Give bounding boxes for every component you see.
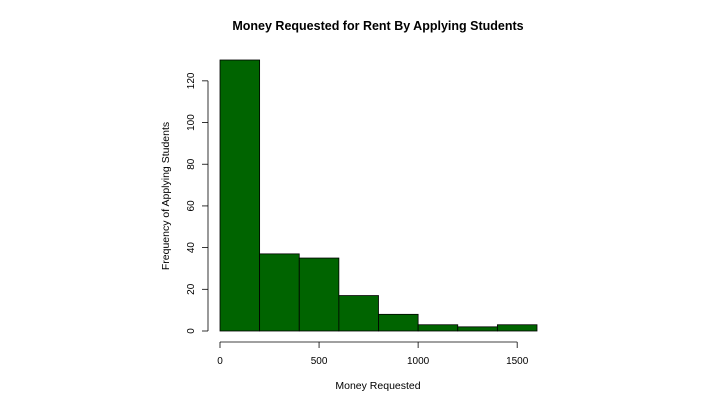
y-axis-label: Frequency of Applying Students [160, 122, 172, 270]
y-tick-label: 40 [186, 242, 197, 254]
histogram-bar [457, 326, 498, 332]
histogram-bar [219, 59, 261, 332]
y-tick-label: 20 [186, 283, 197, 295]
histogram-bar [298, 257, 340, 332]
y-tick-label: 100 [186, 114, 197, 131]
x-axis-label: Money Requested [335, 380, 420, 392]
histogram-bar [338, 295, 379, 332]
y-tick-label: 60 [186, 200, 197, 212]
y-ticks: 0 20 40 60 80 100 120 [186, 72, 208, 334]
x-ticks: 0 500 1000 1500 [217, 342, 529, 367]
x-tick-label: 500 [311, 356, 328, 367]
x-tick-label: 1500 [506, 356, 529, 367]
y-tick-label: 0 [186, 328, 197, 334]
histogram-bar [378, 313, 419, 332]
histogram-bar [417, 324, 459, 332]
x-tick-label: 0 [217, 356, 223, 367]
histogram-bar [496, 324, 538, 332]
histogram-bar [259, 253, 300, 332]
y-tick-label: 120 [186, 72, 197, 89]
chart-title: Money Requested for Rent By Applying Stu… [232, 19, 523, 33]
y-tick-label: 80 [186, 158, 197, 170]
bars-group [219, 59, 538, 332]
x-tick-label: 1000 [407, 356, 430, 367]
